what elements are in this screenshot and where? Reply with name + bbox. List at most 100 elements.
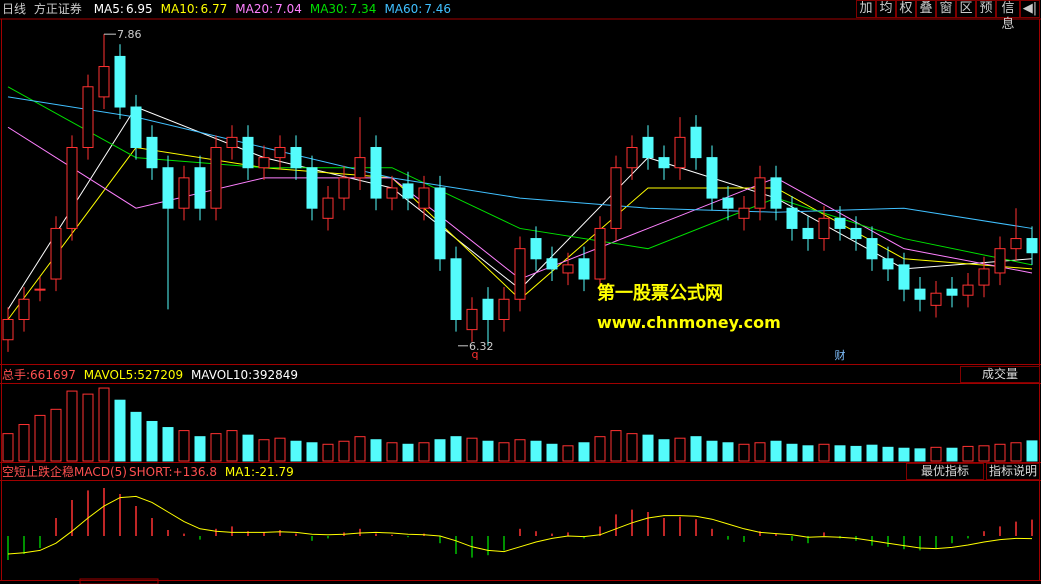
candle-body	[898, 264, 910, 290]
volume-bar	[930, 446, 942, 462]
toolbar-button[interactable]: 信息	[996, 0, 1020, 32]
volume-bar	[98, 387, 110, 462]
volume-bar	[290, 440, 302, 462]
candle-body	[98, 66, 110, 98]
volume-bar	[1010, 442, 1022, 462]
period: 日线	[2, 2, 27, 16]
indicator-tab[interactable]: 最优指标	[906, 463, 984, 480]
candle-body	[258, 157, 270, 169]
candle-body	[978, 268, 990, 286]
ma-label: MA60:	[384, 2, 423, 16]
volume-bar	[834, 445, 846, 462]
candle-body	[146, 136, 158, 169]
volume-bar	[2, 433, 14, 462]
volume-bar	[962, 445, 974, 462]
volume-bar	[354, 436, 366, 462]
candle-body	[290, 146, 302, 169]
total-value: 661697	[30, 368, 76, 382]
candle-body	[914, 288, 926, 300]
candle-body	[34, 288, 46, 291]
candle-body	[850, 227, 862, 240]
candle-body	[770, 177, 782, 209]
volume-bar	[530, 440, 542, 462]
candle-body	[66, 146, 78, 229]
volume-bar	[370, 439, 382, 462]
candle-body	[802, 227, 814, 240]
collapse-button[interactable]: ◀|	[1020, 0, 1040, 18]
ma1-label: MA1:	[224, 465, 256, 479]
volume-bar	[642, 434, 654, 462]
candle-body	[594, 227, 606, 280]
candle-body	[562, 264, 574, 274]
toolbar-button[interactable]: 权	[896, 0, 916, 18]
high-label: 7.86	[117, 28, 142, 41]
candle-body	[338, 177, 350, 199]
toolbar-button[interactable]: 加	[856, 0, 876, 18]
ma-label: MA5:	[93, 2, 124, 16]
volume-bar	[514, 439, 526, 462]
low-label: 6.32	[469, 340, 494, 353]
volume-bar	[882, 446, 894, 462]
candle-body	[642, 136, 654, 159]
candle-body	[194, 167, 206, 209]
volume-bar	[466, 437, 478, 462]
volume-bar	[802, 445, 814, 462]
volume-bar	[914, 448, 926, 462]
toolbar-button[interactable]: 预	[976, 0, 996, 18]
candle-body	[434, 187, 446, 260]
candle-body	[738, 207, 750, 219]
volume-tab[interactable]: 成交量	[960, 366, 1040, 383]
toolbar-button[interactable]: 区	[956, 0, 976, 18]
volume-bar	[658, 439, 670, 462]
volume-bar	[578, 442, 590, 462]
watermark-title: 第一股票公式网	[597, 283, 723, 304]
ma-line	[7, 96, 1033, 229]
candle-body	[530, 238, 542, 260]
ma-label: MA10:	[160, 2, 199, 16]
volume-bar	[34, 414, 46, 462]
toolbar-button[interactable]: 均	[876, 0, 896, 18]
ma-label: MA20:	[235, 2, 274, 16]
event-marker: q	[472, 348, 479, 361]
candle-body	[882, 258, 894, 270]
candle-body	[658, 157, 670, 169]
volume-bar	[50, 408, 62, 462]
ma-line	[7, 86, 1033, 266]
event-marker: 财	[835, 348, 846, 362]
candle-body	[546, 258, 558, 270]
toolbar-button[interactable]: 窗	[936, 0, 956, 18]
volume-bar	[418, 442, 430, 462]
ma1-value: -21.79	[255, 465, 294, 479]
volume-bar	[66, 390, 78, 462]
volume-bar	[386, 442, 398, 462]
candle-body	[466, 308, 478, 331]
volume-bar	[690, 436, 702, 462]
candle-body	[418, 187, 430, 209]
volume-bar	[306, 442, 318, 462]
candle-body	[994, 248, 1006, 274]
volume-bar	[754, 442, 766, 462]
volume-bar	[978, 445, 990, 462]
candle-body	[706, 157, 718, 199]
mavol10-label: MAVOL10:	[190, 368, 253, 382]
candle-body	[242, 136, 254, 169]
indicator-name: 空短止跌企稳MACD(5)	[2, 465, 127, 479]
mavol5-label: MAVOL5:	[83, 368, 138, 382]
volume-bar	[626, 433, 638, 462]
volume-bar	[210, 433, 222, 462]
candle-body	[354, 157, 366, 179]
candle-body	[178, 177, 190, 209]
volume-bar	[434, 439, 446, 462]
candle-body	[610, 167, 622, 229]
volume-bar	[130, 411, 142, 462]
volume-bar	[402, 443, 414, 462]
candle-body	[626, 146, 638, 169]
candle-body	[50, 227, 62, 280]
toolbar-button[interactable]: 叠	[916, 0, 936, 18]
indicator-tab[interactable]: 指标说明	[986, 463, 1040, 480]
candle-body	[578, 258, 590, 280]
candle-body	[722, 197, 734, 209]
volume-bar	[482, 440, 494, 462]
